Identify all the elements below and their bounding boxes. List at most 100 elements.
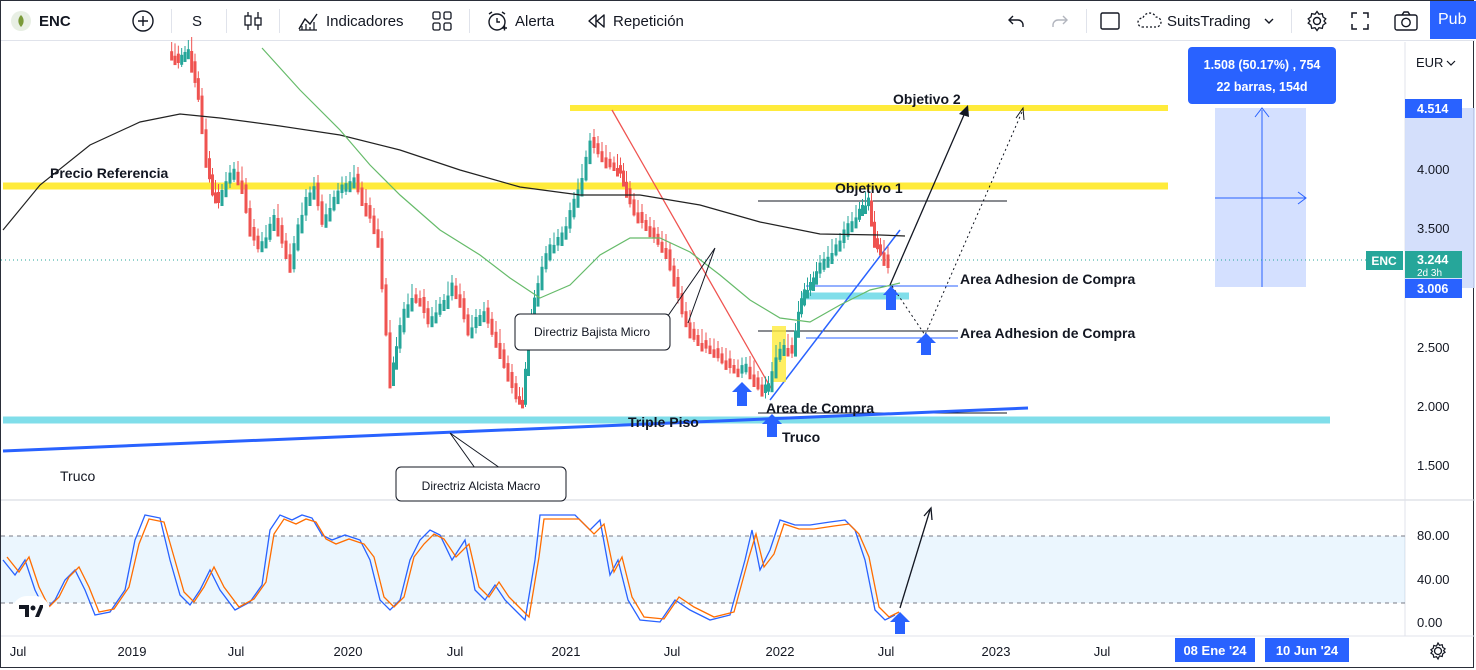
candle-body [596,143,600,155]
directriz-alcista-macro[interactable] [2,406,1029,453]
candle-body [724,360,728,370]
arrow-up-icon[interactable] [890,612,910,634]
arrow-up-icon[interactable] [732,382,752,406]
measure-arrow-head-up [1254,107,1270,118]
publish-button[interactable]: Pub [1430,1,1476,39]
candle-body [406,304,410,318]
range-end-label: 10 Jun '24 [1275,642,1339,658]
precio-referencia-label[interactable]: Precio Referencia [50,165,168,181]
candle-body [846,223,850,237]
chevron-down-icon [1264,18,1274,24]
compare-add-button[interactable] [131,1,155,41]
square-icon [1100,12,1120,30]
arrow-up-icon[interactable] [762,414,782,437]
candle-body [700,343,704,352]
time-tick-label: Jul [447,644,464,659]
candle-body [815,271,818,285]
candle-body [540,266,544,291]
candle-body [728,358,732,368]
measure-tooltip-line1: 1.508 (50.17%) , 754 [1204,58,1321,72]
range-start-date: 08 Ene '24 [1175,638,1255,662]
adhesion-2-label[interactable]: Area Adhesion de Compra [960,325,1136,341]
snapshot-button[interactable] [1393,1,1419,41]
undo-button[interactable] [1005,1,1027,41]
area-compra-label[interactable]: Area de Compra [766,400,874,416]
candle-body [438,303,442,315]
directriz-alcista-micro[interactable] [769,229,901,401]
directriz-alcista-callout[interactable] [395,466,567,502]
stoch-band [1,536,1405,603]
range-start-label: 08 Ene '24 [1183,642,1247,658]
candle-body [490,318,494,335]
symbol-search-button[interactable]: ENC [11,1,71,41]
moving-average-50 [261,47,901,323]
tradingview-logo[interactable] [12,596,50,626]
candle-body [854,217,858,229]
candle-body [344,183,348,192]
stoch-projection-arrow[interactable] [899,509,931,609]
plus-circle-icon [132,10,154,32]
candle-body [193,61,197,83]
candle-body [604,157,608,169]
time-tick-label: Jul [10,644,27,659]
candle-body [672,265,676,287]
triple-piso-label[interactable]: Triple Piso [628,414,699,430]
candle-body [608,158,612,168]
dotted-projection-path[interactable] [891,111,1023,337]
candle-body [764,384,767,393]
candle-body [556,237,560,246]
objetivo-2-label[interactable]: Objetivo 2 [893,91,961,107]
arrow-up-icon[interactable] [883,286,899,310]
directriz-bajista-callout[interactable] [514,313,671,351]
candle-body [521,399,524,409]
fullscreen-select-button[interactable] [1099,1,1121,41]
candle-body [834,244,838,256]
candle-body [336,190,340,205]
candle-body [870,200,873,227]
arrow-up-icon[interactable] [916,333,936,355]
candle-body [284,240,288,260]
fullscreen-button[interactable] [1349,1,1371,41]
truco-right-label[interactable]: Truco [782,429,820,445]
toolbar-divider [1086,9,1087,33]
candle-body [864,205,867,214]
candle-body [770,371,774,393]
redo-button[interactable] [1049,1,1071,41]
truco-left-label[interactable]: Truco [60,468,95,484]
objetivo-1-label[interactable]: Objetivo 1 [835,180,903,196]
candle-body [228,172,232,184]
candle-body [486,307,490,324]
candle-body [867,197,870,207]
candle-body [252,227,256,241]
candle-body [850,221,854,233]
layout-name-button[interactable]: SuitsTrading [1135,1,1277,41]
candle-body [842,229,846,243]
candle-body [818,262,822,274]
candle-body [656,233,660,245]
candle-body [708,345,712,355]
candle-body [592,137,596,148]
candle-body [474,317,478,328]
time-tick-label: Jul [664,644,681,659]
axis-settings-gear-icon[interactable] [1429,641,1447,661]
adhesion-1-label[interactable]: Area Adhesion de Compra [960,271,1136,287]
settings-button[interactable] [1305,1,1329,41]
candle-body [494,331,498,348]
candle-body [652,227,656,239]
candle-body [544,253,548,270]
layouts-button[interactable] [431,1,453,41]
level-price: 3.006 [1417,282,1448,296]
replay-button[interactable]: Repetición [585,1,684,41]
alert-button[interactable]: Alerta [485,1,554,41]
objetivo-2-projection-arrow[interactable] [889,107,968,286]
chart-type-button[interactable] [243,1,263,41]
candle-body [368,205,372,219]
candle-body [778,348,782,360]
candle-body [622,170,625,187]
interval-button[interactable]: S [192,1,202,41]
indicators-button[interactable]: Indicadores [296,1,404,41]
directriz-bajista-micro[interactable] [611,109,773,391]
currency-label[interactable]: EUR [1416,55,1443,70]
candle-body [640,212,644,223]
